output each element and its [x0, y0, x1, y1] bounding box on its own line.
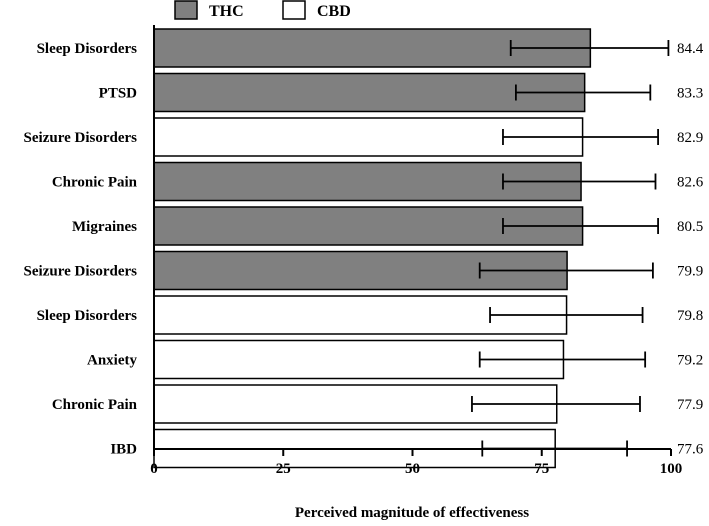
x-tick-label-25: 25	[276, 461, 291, 477]
value-label-sleep-disorders-thc-0: 84.4	[677, 41, 704, 57]
x-tick-label-50: 50	[405, 461, 420, 477]
value-label-ptsd-thc-1: 83.3	[677, 86, 703, 102]
legend-label-thc: THC	[209, 3, 244, 20]
value-label-ibd-cbd-9: 77.6	[677, 442, 704, 458]
category-label-sleep-disorders-cbd-6: Sleep Disorders	[37, 308, 138, 324]
value-label-migraines-thc-4: 80.5	[677, 219, 703, 235]
value-label-anxiety-cbd-7: 79.2	[677, 353, 703, 369]
legend-label-cbd: CBD	[317, 3, 351, 20]
category-label-seizure-disorders-thc-5: Seizure Disorders	[24, 264, 138, 280]
category-label-ibd-cbd-9: IBD	[110, 442, 137, 458]
category-label-ptsd-thc-1: PTSD	[99, 86, 138, 102]
category-label-anxiety-cbd-7: Anxiety	[87, 353, 137, 369]
category-label-chronic-pain-thc-3: Chronic Pain	[52, 175, 138, 191]
legend-swatch-thc	[174, 0, 198, 20]
legend-swatch-cbd	[282, 0, 306, 20]
x-tick-label-75: 75	[534, 461, 549, 477]
value-label-chronic-pain-cbd-8: 77.9	[677, 397, 703, 413]
category-label-sleep-disorders-thc-0: Sleep Disorders	[37, 41, 138, 57]
value-label-chronic-pain-thc-3: 82.6	[677, 175, 704, 191]
bar-ptsd-thc-1	[153, 72, 586, 113]
category-label-chronic-pain-cbd-8: Chronic Pain	[52, 397, 138, 413]
x-tick-label-0: 0	[150, 461, 158, 477]
x-tick-label-100: 100	[660, 461, 683, 477]
value-label-sleep-disorders-cbd-6: 79.8	[677, 308, 703, 324]
category-label-migraines-thc-4: Migraines	[72, 219, 137, 235]
x-axis-title: Perceived magnitude of effectiveness	[295, 505, 529, 521]
category-label-seizure-disorders-cbd-2: Seizure Disorders	[24, 130, 138, 146]
value-label-seizure-disorders-thc-5: 79.9	[677, 264, 703, 280]
bar-migraines-thc-4	[153, 206, 584, 246]
legend: THC CBD	[174, 0, 351, 20]
value-label-seizure-disorders-cbd-2: 82.9	[677, 130, 703, 146]
